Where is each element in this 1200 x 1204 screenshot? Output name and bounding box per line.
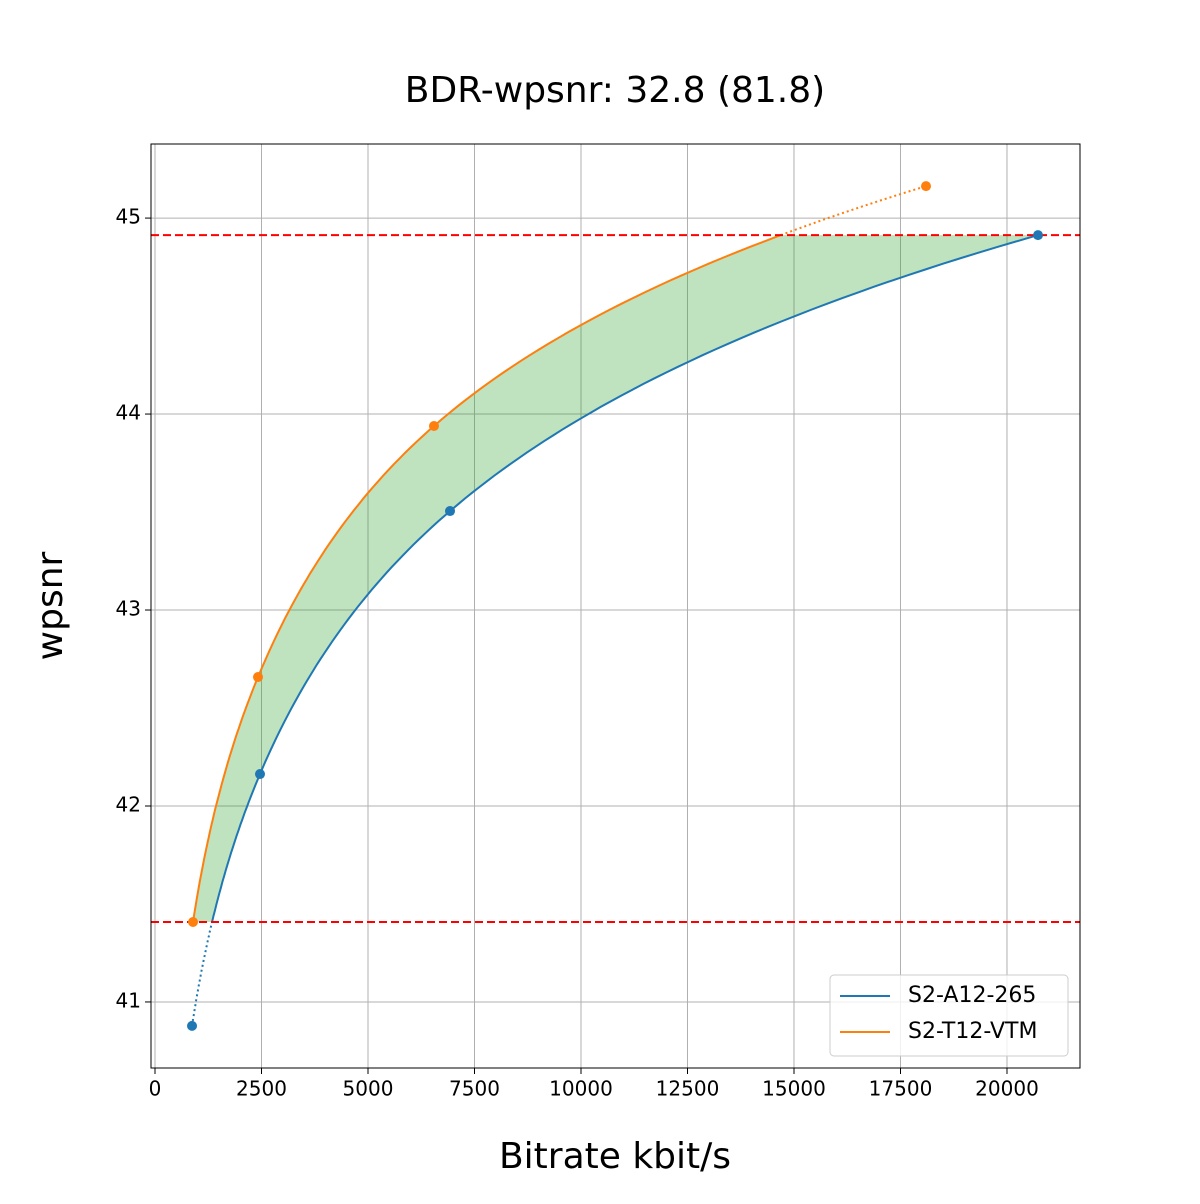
x-tick-label: 0 (149, 1077, 162, 1101)
data-point (921, 181, 932, 192)
chart-title: BDR-wpsnr: 32.8 (81.8) (405, 70, 825, 111)
curve (211, 234, 1039, 923)
x-tick-label: 12500 (656, 1077, 720, 1101)
data-point (187, 1020, 198, 1031)
y-tick-label: 41 (116, 988, 141, 1012)
data-point (188, 917, 199, 928)
y-tick-label: 42 (116, 792, 141, 816)
curve-extrapolated (191, 921, 214, 1027)
x-axis-label: Bitrate kbit/s (499, 1136, 731, 1177)
x-tick-label: 15000 (762, 1077, 826, 1101)
y-tick-label: 43 (116, 597, 141, 621)
y-tick-label: 44 (116, 401, 141, 425)
data-point (255, 769, 266, 780)
data-point (1032, 230, 1043, 241)
x-tick-label: 5000 (343, 1077, 394, 1101)
y-axis-label: wpsnr (30, 551, 71, 660)
data-point (445, 506, 456, 517)
x-tick-label: 17500 (869, 1077, 933, 1101)
x-tick-label: 10000 (549, 1077, 613, 1101)
legend-label: S2-T12-VTM (908, 1019, 1037, 1044)
data-point (428, 421, 439, 432)
data-point (253, 672, 264, 683)
legend-label: S2-A12-265 (908, 983, 1036, 1008)
x-tick-label: 20000 (975, 1077, 1039, 1101)
x-tick-label: 7500 (449, 1077, 500, 1101)
curve-extrapolated (780, 185, 927, 237)
x-tick-label: 2500 (236, 1077, 287, 1101)
y-tick-label: 45 (116, 205, 141, 229)
legend: S2-A12-265 S2-T12-VTM (829, 974, 1069, 1057)
area-fill (193, 235, 1038, 923)
curve (192, 234, 782, 923)
plot-frame (150, 143, 1081, 1069)
